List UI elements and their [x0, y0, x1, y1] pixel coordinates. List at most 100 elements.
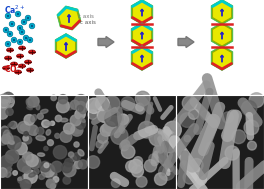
Circle shape: [19, 27, 21, 29]
Ellipse shape: [2, 66, 10, 70]
Text: CO$_3^{2-}$: CO$_3^{2-}$: [4, 62, 27, 77]
Polygon shape: [133, 1, 152, 23]
Circle shape: [48, 140, 53, 146]
Circle shape: [11, 37, 17, 43]
Bar: [0, 95, 88, 189]
Circle shape: [88, 110, 97, 119]
Circle shape: [70, 115, 81, 126]
Circle shape: [74, 94, 88, 108]
Circle shape: [135, 91, 150, 106]
Circle shape: [63, 177, 70, 184]
Circle shape: [18, 122, 30, 134]
Circle shape: [105, 110, 121, 126]
Circle shape: [9, 21, 15, 27]
Text: Ca$^{2+}$: Ca$^{2+}$: [4, 4, 25, 16]
Circle shape: [102, 122, 116, 136]
Circle shape: [96, 97, 109, 111]
Circle shape: [42, 120, 49, 128]
Circle shape: [159, 130, 176, 147]
Circle shape: [0, 168, 7, 177]
Circle shape: [15, 143, 27, 155]
Circle shape: [136, 176, 147, 187]
Circle shape: [100, 124, 112, 136]
Polygon shape: [213, 24, 232, 46]
Circle shape: [120, 142, 128, 151]
Circle shape: [71, 127, 78, 135]
Ellipse shape: [29, 173, 35, 177]
Circle shape: [68, 152, 74, 157]
Ellipse shape: [4, 56, 12, 60]
Circle shape: [1, 95, 14, 108]
Polygon shape: [131, 46, 153, 70]
Circle shape: [74, 142, 79, 147]
Circle shape: [19, 29, 25, 35]
Circle shape: [76, 101, 86, 112]
Circle shape: [126, 161, 137, 172]
Ellipse shape: [36, 136, 45, 141]
Circle shape: [144, 160, 157, 172]
Circle shape: [7, 136, 21, 150]
Circle shape: [1, 126, 8, 133]
Circle shape: [73, 153, 81, 160]
Ellipse shape: [18, 46, 26, 50]
Circle shape: [74, 126, 81, 134]
Ellipse shape: [8, 98, 13, 103]
Ellipse shape: [37, 127, 44, 135]
Ellipse shape: [39, 174, 45, 179]
Ellipse shape: [26, 99, 33, 108]
Circle shape: [3, 27, 9, 33]
Circle shape: [13, 171, 17, 175]
Circle shape: [184, 135, 191, 142]
Circle shape: [29, 156, 41, 169]
Circle shape: [241, 101, 257, 116]
Circle shape: [0, 99, 7, 108]
Circle shape: [44, 163, 49, 168]
Circle shape: [188, 109, 199, 119]
Circle shape: [97, 109, 111, 122]
Ellipse shape: [26, 68, 34, 72]
Polygon shape: [58, 7, 80, 29]
Ellipse shape: [6, 155, 13, 160]
Circle shape: [62, 163, 72, 173]
Circle shape: [17, 158, 31, 172]
Circle shape: [63, 164, 76, 177]
Circle shape: [24, 115, 35, 125]
Bar: [0, 0, 264, 95]
Circle shape: [53, 177, 59, 182]
Ellipse shape: [7, 133, 13, 142]
Text: c axis: c axis: [80, 20, 96, 25]
Circle shape: [21, 179, 31, 189]
Circle shape: [0, 108, 8, 119]
Circle shape: [182, 96, 197, 111]
Circle shape: [7, 167, 12, 172]
Circle shape: [27, 17, 29, 19]
Ellipse shape: [6, 172, 11, 177]
Circle shape: [111, 127, 128, 144]
Bar: [176, 95, 264, 189]
Circle shape: [50, 121, 55, 125]
Ellipse shape: [78, 149, 84, 156]
Ellipse shape: [60, 118, 68, 122]
Bar: [176, 95, 264, 189]
Circle shape: [20, 180, 31, 189]
Circle shape: [10, 140, 15, 145]
Circle shape: [21, 19, 27, 25]
Circle shape: [111, 179, 120, 187]
Circle shape: [25, 15, 31, 21]
Ellipse shape: [10, 121, 17, 129]
Circle shape: [87, 98, 102, 113]
Circle shape: [164, 121, 181, 139]
Polygon shape: [133, 24, 152, 46]
Circle shape: [7, 43, 9, 45]
Circle shape: [106, 116, 123, 133]
Circle shape: [180, 113, 195, 127]
Circle shape: [11, 23, 13, 25]
Circle shape: [29, 39, 31, 41]
Circle shape: [46, 179, 55, 188]
Circle shape: [121, 145, 135, 158]
Circle shape: [74, 160, 82, 169]
Circle shape: [25, 37, 27, 39]
Circle shape: [87, 156, 100, 168]
Polygon shape: [56, 35, 76, 57]
Circle shape: [0, 129, 11, 139]
